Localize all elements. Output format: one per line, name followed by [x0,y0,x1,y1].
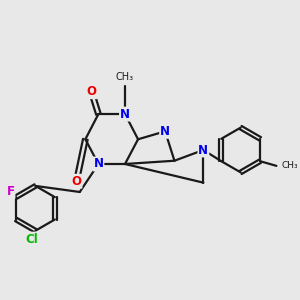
Text: O: O [71,175,82,188]
Text: N: N [93,158,103,170]
Text: N: N [198,143,208,157]
Text: F: F [6,185,14,198]
Text: CH₃: CH₃ [281,161,298,170]
Text: N: N [160,125,170,138]
Text: O: O [86,85,96,98]
Text: Cl: Cl [25,232,38,246]
Text: CH₃: CH₃ [116,72,134,82]
Text: N: N [120,108,130,121]
